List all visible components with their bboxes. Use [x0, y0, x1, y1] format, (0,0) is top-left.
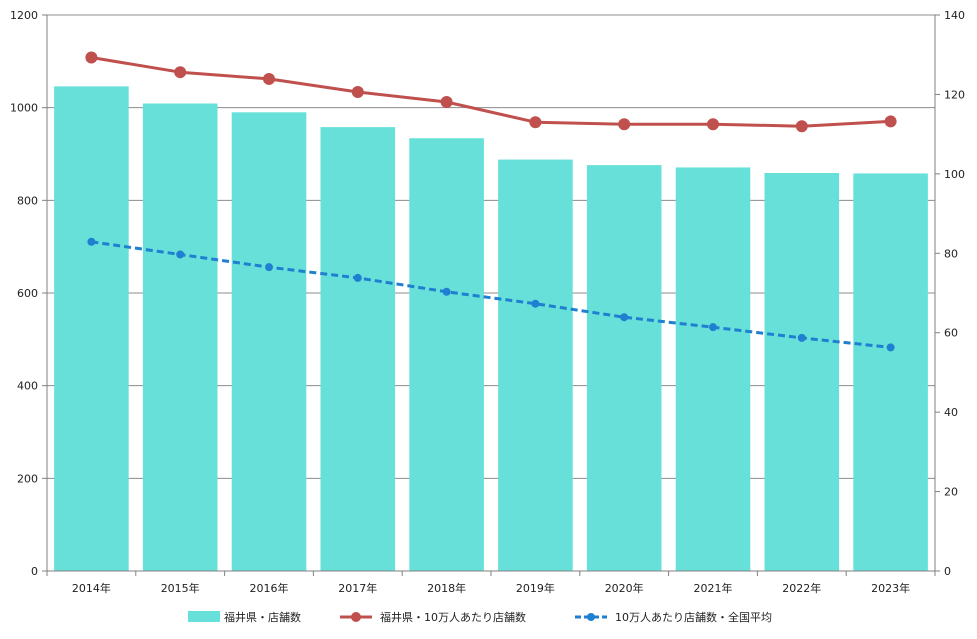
- series-point: [884, 115, 897, 128]
- left-tick-label: 200: [17, 472, 38, 485]
- series-point: [886, 343, 895, 352]
- right-tick-label: 100: [944, 168, 965, 181]
- bar: [675, 167, 751, 572]
- legend-marker: [587, 613, 595, 621]
- bar: [54, 86, 129, 571]
- x-tick-label: 2019年: [516, 581, 555, 595]
- x-tick-label: 2014年: [72, 581, 111, 595]
- series-point: [263, 72, 275, 85]
- right-tick-label: 80: [944, 247, 958, 260]
- series-point: [797, 333, 806, 342]
- series-point: [85, 51, 98, 64]
- right-tick-label: 60: [944, 327, 958, 340]
- series-point: [174, 66, 187, 79]
- series-point: [176, 250, 185, 259]
- series-point: [529, 116, 542, 129]
- legend-swatch: [188, 611, 220, 622]
- left-tick-label: 800: [17, 194, 38, 207]
- right-tick-label: 120: [944, 88, 965, 101]
- left-tick-label: 0: [31, 565, 38, 578]
- series-point: [442, 287, 451, 296]
- x-tick-label: 2023年: [871, 581, 910, 595]
- legend-label: 福井県・店舗数: [224, 610, 301, 624]
- bar: [409, 138, 484, 571]
- legend-marker: [351, 612, 361, 622]
- series-point: [87, 237, 96, 246]
- bar: [498, 159, 573, 571]
- series-point: [795, 120, 808, 133]
- x-tick-label: 2020年: [605, 581, 644, 595]
- x-tick-label: 2018年: [427, 581, 466, 595]
- bar: [231, 112, 307, 572]
- bar: [586, 165, 662, 571]
- right-tick-label: 0: [944, 565, 951, 578]
- right-tick-label: 140: [944, 9, 965, 22]
- right-tick-label: 20: [944, 486, 958, 499]
- series-point: [620, 313, 629, 322]
- series-line: [91, 56, 891, 128]
- right-tick-label: 40: [944, 406, 958, 419]
- series-point: [353, 273, 362, 282]
- series-point: [440, 95, 453, 108]
- bar: [764, 172, 840, 571]
- series-point: [351, 86, 364, 99]
- x-tick-label: 2022年: [782, 581, 821, 595]
- left-tick-label: 400: [17, 380, 38, 393]
- x-tick-label: 2021年: [694, 581, 733, 595]
- x-tick-label: 2017年: [338, 581, 377, 595]
- series-point: [709, 323, 717, 332]
- x-tick-label: 2016年: [250, 581, 289, 595]
- bar: [853, 173, 928, 571]
- series-point: [618, 118, 631, 131]
- legend-label: 福井県・10万人あたり店舗数: [380, 610, 526, 624]
- bar: [320, 127, 396, 572]
- left-tick-label: 600: [17, 287, 38, 300]
- left-tick-label: 1200: [10, 9, 38, 22]
- series-point: [265, 263, 273, 272]
- series-line: [91, 240, 891, 349]
- bar: [142, 103, 218, 571]
- left-tick-label: 1000: [10, 102, 38, 115]
- legend-label: 10万人あたり店舗数・全国平均: [615, 610, 772, 624]
- x-tick-label: 2015年: [161, 581, 200, 595]
- series-point: [707, 118, 719, 131]
- series-point: [531, 299, 540, 308]
